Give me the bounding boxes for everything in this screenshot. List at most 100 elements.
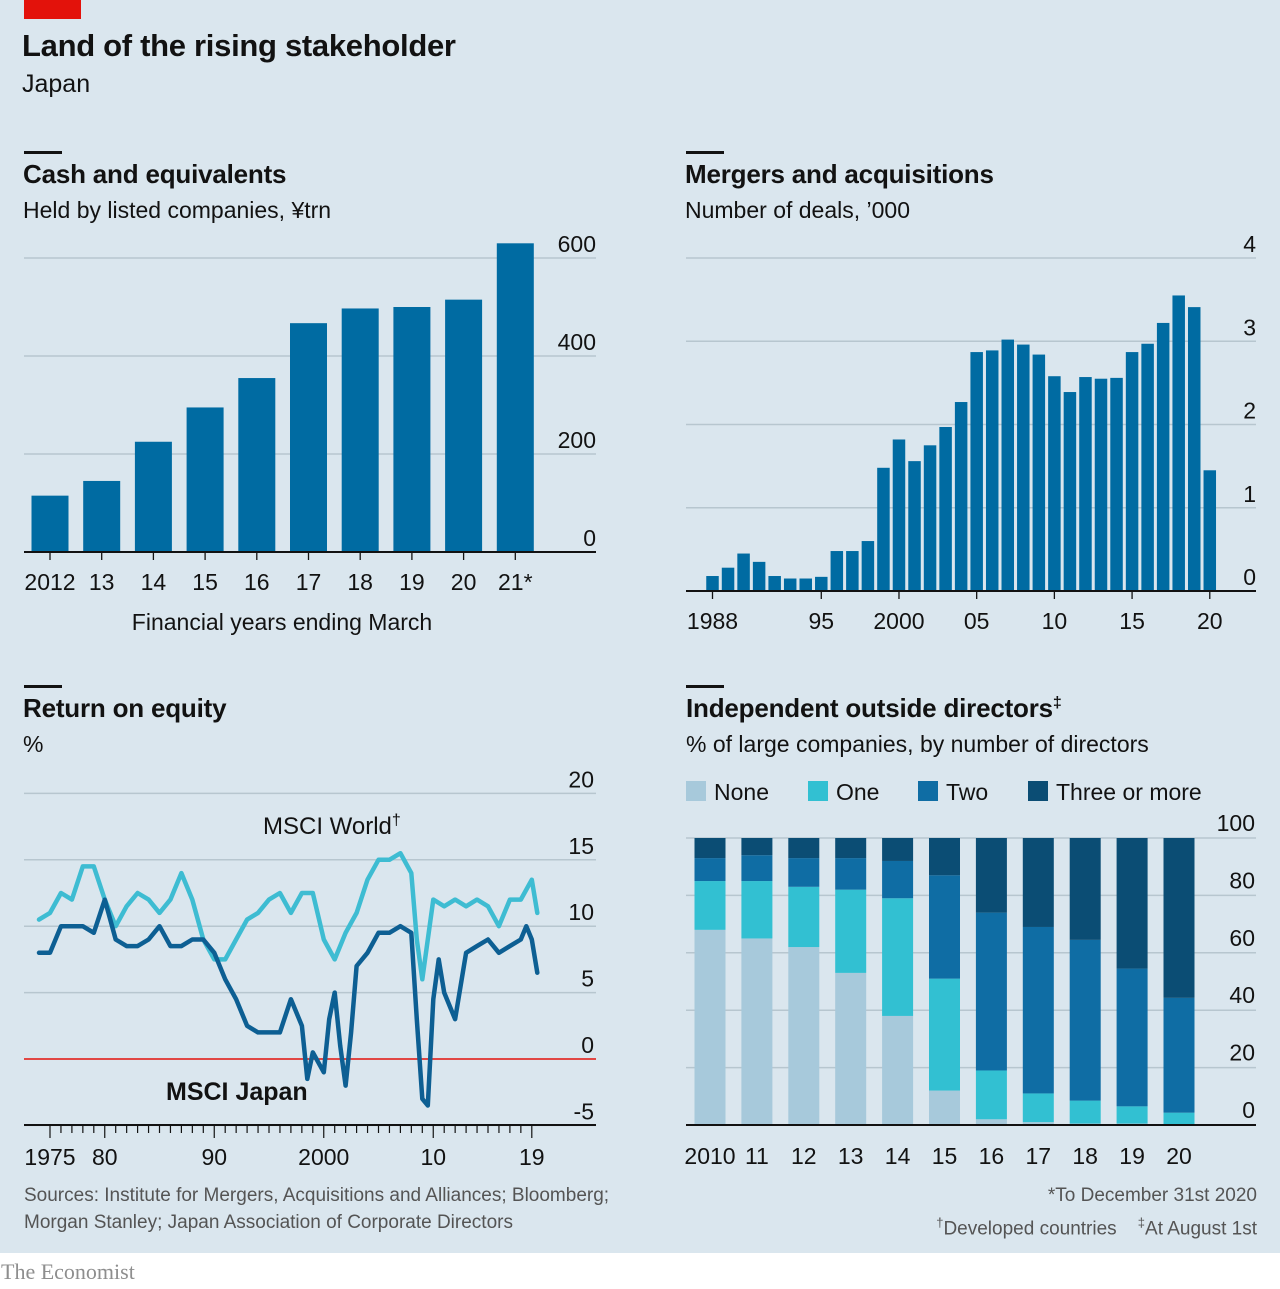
cash-xtick-label: 20 [451,569,477,595]
directors-xtick-label: 18 [1072,1143,1098,1169]
cash-ytick-label: 400 [558,329,596,355]
directors-bar-segment [1163,1112,1195,1125]
roe-ytick-label: 0 [581,1032,594,1058]
page-subtitle: Japan [22,70,91,98]
directors-bar-segment [929,978,960,1091]
cash-subtitle: Held by listed companies, ¥trn [23,197,332,223]
directors-bar-segment [929,1090,960,1125]
directors-bar-segment [929,838,960,876]
mna-bar [861,541,875,591]
roe-ytick-label: 5 [581,966,594,992]
directors-bar-segment [788,947,820,1125]
mna-bar [1094,378,1108,591]
roe-xtick-label: 1975 [24,1144,75,1170]
directors-ytick-label: 40 [1229,982,1255,1008]
cash-xtick-label: 18 [347,569,373,595]
directors-xtick-label: 16 [979,1143,1005,1169]
directors-ytick-label: 60 [1229,925,1255,951]
cash-bar [238,378,276,552]
directors-bar-segment [882,1015,914,1125]
mna-bar [1203,470,1217,591]
directors-bar-segment [741,855,773,882]
chart-panel [0,0,1280,1253]
directors-bar-segment [788,886,820,948]
directors-bar-segment [741,938,773,1125]
cash-ytick-label: 0 [583,525,596,551]
cash-title: Cash and equivalents [23,159,287,189]
msci-japan-line [36,897,540,1108]
mna-bar [923,445,937,591]
mna-bar [877,467,890,591]
msci-world-label: MSCI World† [263,812,401,840]
economist-red-tag [24,0,81,19]
directors-ytick-label: 80 [1229,867,1255,893]
cash-bar [31,495,69,552]
directors-bar-segment [835,972,867,1125]
mna-ytick-label: 4 [1243,231,1256,257]
directors-xtick-label: 20 [1166,1143,1192,1169]
mna-bar [970,352,983,591]
legend-swatch [686,781,706,801]
directors-bar-segment [975,1119,1007,1125]
directors-bar-segment [694,881,726,930]
directors-bar-segment [1022,1093,1054,1123]
mna-bar [846,551,859,591]
roe-rule [24,685,62,688]
cash-ytick-label: 200 [558,427,596,453]
mna-bar [721,567,735,591]
directors-bar-segment [741,838,773,856]
cash-xtick-label: 21* [498,569,533,595]
legend-label: Two [946,779,988,805]
mna-bar [737,553,750,591]
cash-xaxis-label: Financial years ending March [132,609,432,635]
directors-bar-segment [1163,838,1195,998]
footnote-asterisk: *To December 31st 2020 [1047,1185,1257,1206]
sources-line-1: Sources: Institute for Mergers, Acquisit… [24,1185,610,1206]
footnote-ddagger: At August 1st [1145,1218,1257,1240]
mna-bar [1172,295,1185,591]
cash-xtick-label: 15 [192,569,218,595]
cash-bar [186,407,224,552]
directors-xtick-label: 12 [791,1143,817,1169]
legend-swatch [918,781,938,801]
mna-xtick-label: 95 [808,608,834,634]
mna-xtick-label: 05 [964,608,990,634]
directors-bar-segment [1116,838,1148,969]
directors-bar-segment [1022,926,1054,1094]
directors-bar-segment [788,838,820,859]
roe-xtick-label: 10 [420,1144,446,1170]
mna-bar [1063,392,1077,591]
mna-title: Mergers and acquisitions [685,159,994,189]
footnotes: *To December 31st 2020 †Developed countr… [936,1182,1257,1242]
mna-bar [783,578,797,591]
mna-bar [1048,376,1061,591]
mna-ytick-label: 2 [1243,398,1256,424]
cash-bar [393,307,431,552]
cash-xtick-label: 13 [89,569,115,595]
mna-bar [1032,354,1046,591]
roe-xtick-label: 19 [519,1144,545,1170]
mna-bar [985,350,999,591]
mna-bar [1110,377,1123,591]
directors-bar-segment [694,838,726,859]
directors-bar-segment [694,858,726,882]
mna-bar [1079,377,1092,591]
footnote-line-2: †Developed countries ‡At August 1st [936,1209,1257,1242]
directors-bar-segment [975,838,1007,913]
directors-bar-segment [975,912,1007,1071]
mna-bar [830,551,844,591]
legend-label: None [714,779,769,805]
cash-bar [134,441,172,552]
sources-note: Sources: Institute for Mergers, Acquisit… [24,1182,609,1236]
mna-bar [1156,322,1170,591]
roe-ytick-label: -5 [574,1098,594,1124]
cash-xtick-label: 19 [399,569,425,595]
mna-bar [892,439,906,591]
mna-bar [1141,343,1154,591]
mna-bar [1125,352,1139,591]
cash-bar [290,323,327,552]
sources-line-2: Morgan Stanley; Japan Association of Cor… [24,1212,513,1233]
legend-label: One [836,779,879,805]
directors-bar-segment [694,929,726,1125]
